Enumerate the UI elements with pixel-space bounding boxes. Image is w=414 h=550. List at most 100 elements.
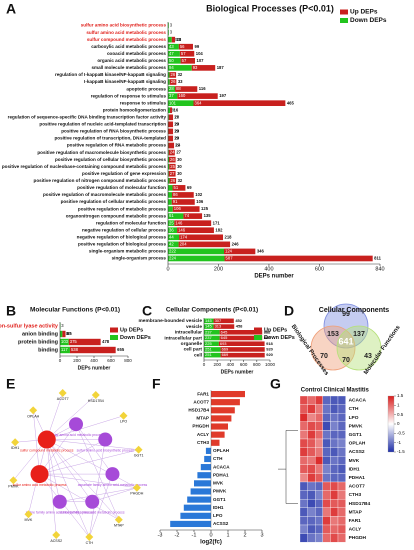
- node-label: sulfur compound metabolic process: [20, 448, 74, 452]
- value-label: 28: [169, 86, 174, 91]
- value-label: 28: [63, 331, 68, 336]
- node-label: OPLAH: [27, 414, 40, 418]
- region-count: 99: [342, 311, 350, 318]
- bar-segment: [219, 330, 263, 335]
- heat-cell: [330, 524, 339, 534]
- row-label: PHGDH: [349, 535, 367, 541]
- total-label: 99: [194, 44, 199, 49]
- heat-cell: [330, 481, 339, 491]
- value-label: 25: [169, 220, 174, 225]
- category-label: cell: [194, 352, 202, 358]
- bar-segment: [204, 347, 221, 352]
- bar-segment: [168, 65, 192, 71]
- bar-segment: [168, 79, 170, 85]
- category-label: FAR1: [197, 391, 209, 396]
- category-label: positive regulation of molecular functio…: [77, 185, 166, 190]
- colorbar-tick-label: 0.5: [397, 412, 404, 417]
- value-label: 43: [169, 44, 174, 49]
- bar-segment: [168, 227, 178, 234]
- bar: [211, 431, 225, 438]
- region-count: 641: [338, 336, 353, 346]
- heat-cell: [330, 473, 339, 483]
- heat-cell: [337, 464, 346, 474]
- edge: [39, 449, 139, 475]
- node-label: sulfur amino acid metabolic process: [13, 483, 67, 487]
- legend-label: Up DEPs: [264, 327, 287, 333]
- bar: [205, 447, 211, 454]
- category-label: MTAP: [196, 416, 209, 421]
- bar-segment: [168, 220, 175, 226]
- region-count: 137: [353, 331, 365, 338]
- total-label: 920: [266, 346, 273, 351]
- category-label: positive regulation of nitrogen compound…: [34, 178, 167, 183]
- heat-cell: [337, 499, 346, 508]
- value-label: 86: [173, 192, 178, 197]
- heat-cell: [330, 456, 339, 465]
- value-label: 117: [61, 347, 68, 352]
- value-label: 693: [220, 341, 227, 346]
- category-label: CTH: [213, 456, 223, 461]
- node-label: MTAP: [114, 524, 124, 528]
- process-node: [69, 417, 83, 432]
- heat-cell: [330, 421, 339, 431]
- heat-cell: [322, 404, 331, 414]
- bar-segment: [213, 318, 234, 324]
- total-label: 458: [236, 324, 243, 329]
- row-label: MTAP: [349, 509, 363, 515]
- value-label: 225: [205, 341, 212, 346]
- category-label: protein binding: [18, 339, 58, 345]
- heat-cell: [330, 438, 339, 448]
- bar: [200, 464, 211, 471]
- total-label: 65: [67, 331, 72, 336]
- bar-segment: [204, 341, 219, 346]
- bar: [211, 407, 235, 414]
- bar: [197, 472, 211, 479]
- heat-cell: [330, 430, 339, 440]
- category-label: anion binding: [22, 331, 58, 337]
- node-label: PMVK: [8, 484, 19, 488]
- value-label: 222: [169, 249, 177, 254]
- bar-segment: [169, 79, 177, 85]
- category-label: positive regulation of metabolic process: [78, 206, 167, 211]
- value-label: 56: [180, 44, 185, 49]
- row-label: ACSS2: [349, 449, 365, 455]
- heat-cell: [299, 438, 308, 448]
- bar-segment: [170, 107, 173, 114]
- category-label: ACOT7: [193, 399, 209, 404]
- bar-segment: [175, 86, 198, 92]
- colorbar: [387, 395, 395, 453]
- bar-segment: [168, 135, 174, 142]
- bar-segment: [168, 241, 179, 248]
- bar: [211, 423, 228, 430]
- x-axis-label: DEPs number: [78, 365, 111, 371]
- x-tick-label: 600: [107, 358, 115, 363]
- category-label: carbon-sulfur lyase activity: [0, 323, 59, 329]
- category-label: positive regulation of cellular metaboli…: [61, 199, 167, 204]
- set-label: Cellular Components: [319, 307, 390, 314]
- total-label: 20: [175, 129, 180, 134]
- value-label: 224: [169, 256, 177, 261]
- value-label: 51: [174, 185, 179, 190]
- process-node: [85, 494, 100, 509]
- value-label: 26: [171, 72, 176, 77]
- heat-cell: [307, 447, 316, 457]
- bar: [190, 488, 211, 495]
- x-tick-label: 2: [243, 532, 246, 538]
- bar-segment: [168, 248, 225, 255]
- category-label: sulfur compound metabolic process: [87, 37, 167, 42]
- category-label: ACSS2: [213, 521, 229, 526]
- heat-cell: [299, 524, 308, 534]
- x-tick-label: -2: [175, 532, 180, 538]
- region-count: 153: [327, 331, 339, 338]
- total-label: 125: [201, 206, 209, 211]
- heat-cell: [315, 507, 323, 517]
- total-label: 811: [374, 256, 381, 261]
- category-label: positive regulation of cellular biosynth…: [55, 157, 166, 162]
- total-label: 920: [266, 352, 273, 357]
- category-label: intracellular: [175, 330, 202, 336]
- bar-segment: [168, 50, 180, 57]
- row-label: HSD17B4: [349, 501, 371, 507]
- bar-segment: [60, 346, 70, 354]
- heat-cell: [299, 430, 308, 440]
- heat-cell: [337, 447, 346, 457]
